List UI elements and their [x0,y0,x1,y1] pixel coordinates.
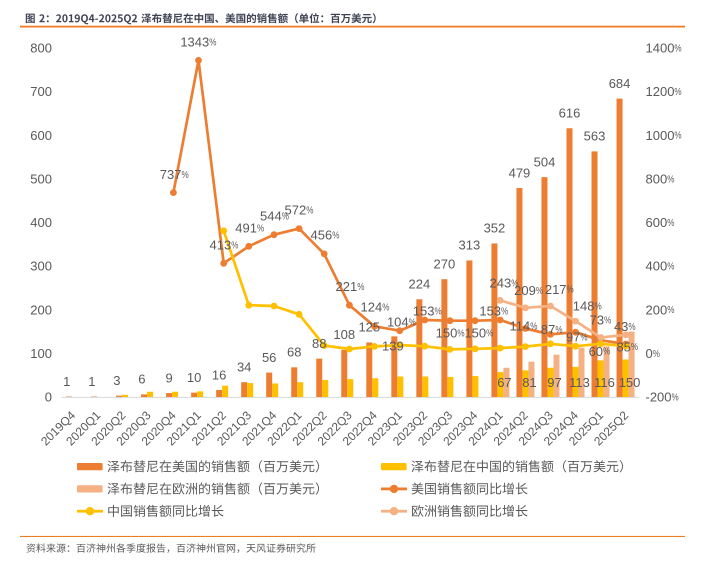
svg-text:400: 400 [30,215,52,230]
svg-text:209%: 209% [514,283,543,298]
svg-text:563: 563 [584,129,606,144]
svg-text:616: 616 [559,106,581,121]
svg-text:800: 800 [30,41,52,56]
svg-text:217%: 217% [545,282,574,297]
svg-text:104%: 104% [387,314,416,329]
svg-text:737%: 737% [160,167,189,182]
svg-text:6: 6 [138,372,145,387]
svg-text:124%: 124% [361,300,390,315]
svg-text:0%: 0% [646,346,660,361]
svg-text:150%: 150% [436,325,465,340]
svg-text:150: 150 [619,375,641,390]
svg-text:67: 67 [497,375,511,390]
svg-text:97%: 97% [566,329,588,344]
svg-text:139: 139 [382,338,404,353]
svg-text:313: 313 [459,238,481,253]
svg-text:456%: 456% [311,228,340,243]
svg-text:153%: 153% [479,303,508,318]
svg-text:1200%: 1200% [646,84,682,99]
svg-text:100: 100 [30,346,52,361]
svg-text:400%: 400% [646,259,675,274]
svg-text:88: 88 [312,336,326,351]
svg-text:3: 3 [113,373,120,388]
svg-text:81: 81 [522,375,536,390]
svg-text:97: 97 [547,375,561,390]
svg-text:1: 1 [63,374,70,389]
svg-text:684: 684 [609,76,631,91]
svg-text:572%: 572% [285,203,314,218]
svg-text:200%: 200% [646,302,675,317]
svg-text:87%: 87% [541,322,563,337]
svg-text:1343%: 1343% [180,35,216,50]
svg-text:504: 504 [534,154,556,169]
svg-text:600: 600 [30,128,52,143]
svg-text:413%: 413% [210,238,239,253]
svg-text:10: 10 [187,370,201,385]
svg-text:60%: 60% [589,344,611,359]
svg-text:270: 270 [434,256,456,271]
svg-text:56: 56 [262,350,276,365]
svg-text:800%: 800% [646,171,675,186]
svg-text:300: 300 [30,259,52,274]
svg-text:150%: 150% [464,325,493,340]
svg-text:16: 16 [212,367,226,382]
svg-text:114%: 114% [510,319,538,334]
svg-text:479: 479 [509,165,531,180]
svg-text:9: 9 [165,370,172,385]
svg-text:1: 1 [88,374,95,389]
svg-text:221%: 221% [336,279,365,294]
svg-text:-200%: -200% [646,390,679,405]
svg-text:352: 352 [484,221,506,236]
svg-text:224: 224 [408,277,430,292]
svg-text:108: 108 [333,327,355,342]
svg-text:73%: 73% [590,312,612,327]
svg-text:0: 0 [45,390,52,405]
svg-text:85%: 85% [616,339,638,354]
svg-text:153%: 153% [413,303,442,318]
svg-text:148%: 148% [573,299,602,314]
svg-text:1000%: 1000% [646,128,682,143]
svg-text:34: 34 [237,359,251,374]
svg-text:125: 125 [358,320,380,335]
svg-text:600%: 600% [646,215,675,230]
svg-text:116: 116 [594,375,615,390]
svg-text:1400%: 1400% [646,41,682,56]
svg-text:43%: 43% [614,319,636,334]
svg-text:113: 113 [569,375,590,390]
svg-text:700: 700 [30,84,52,99]
svg-text:68: 68 [287,345,301,360]
svg-text:500: 500 [30,171,52,186]
svg-text:200: 200 [30,302,52,317]
